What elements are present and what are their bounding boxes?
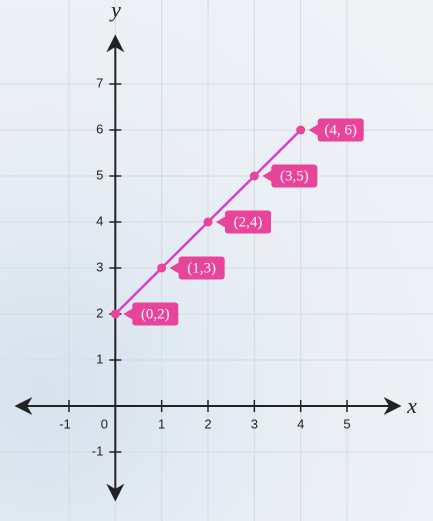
y-tick-label: 6: [96, 121, 103, 136]
y-tick-label: -1: [92, 443, 104, 458]
y-tick-label: 7: [96, 75, 103, 90]
data-label: (2,4): [234, 214, 263, 230]
y-tick-label: 3: [96, 259, 103, 274]
axes: [14, 34, 402, 502]
y-tick-label: 4: [96, 213, 103, 228]
label-pointer: [216, 216, 226, 228]
x-tick-label: 2: [204, 416, 211, 431]
x-axis-label: x: [406, 393, 417, 418]
x-tick-label: -1: [59, 416, 71, 431]
data-label: (1,3): [187, 260, 216, 276]
y-tick-label: 1: [96, 351, 103, 366]
point: [296, 125, 306, 135]
y-axis-label: y: [109, 0, 121, 22]
label-box: [132, 302, 179, 326]
x-tick-label: 4: [297, 416, 304, 431]
x-tick-label: 1: [158, 416, 165, 431]
x-tick-label: 0: [101, 416, 108, 431]
label-pointer: [262, 170, 273, 182]
data-label: (0,2): [141, 306, 170, 322]
y-tick-label: 5: [96, 167, 103, 182]
label-box: [225, 210, 271, 234]
point: [110, 309, 120, 319]
label-pointer: [123, 308, 134, 320]
label-pointer: [308, 124, 319, 136]
data-label: (4, 6): [324, 122, 357, 138]
x-tick-label: 5: [343, 416, 350, 431]
y-tick-label: 2: [96, 305, 103, 320]
x-tick-label: 3: [251, 416, 258, 431]
point: [203, 217, 213, 227]
label-box: [178, 256, 225, 280]
point: [157, 263, 167, 273]
point: [249, 171, 259, 181]
label-box: [271, 164, 318, 188]
label-pointer: [169, 262, 180, 274]
label-box: [317, 118, 364, 142]
data-label: (3,5): [280, 168, 309, 184]
